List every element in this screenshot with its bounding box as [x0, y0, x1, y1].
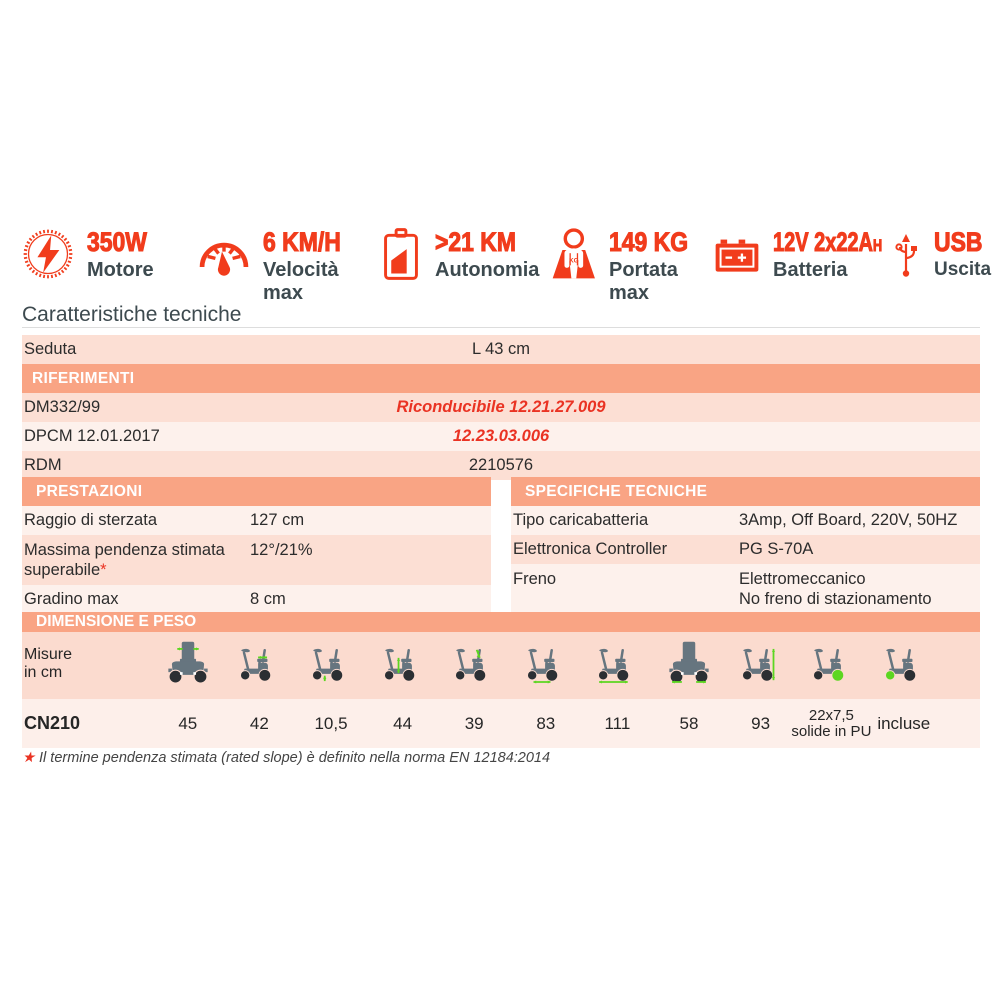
svg-text:KG: KG: [569, 258, 579, 265]
